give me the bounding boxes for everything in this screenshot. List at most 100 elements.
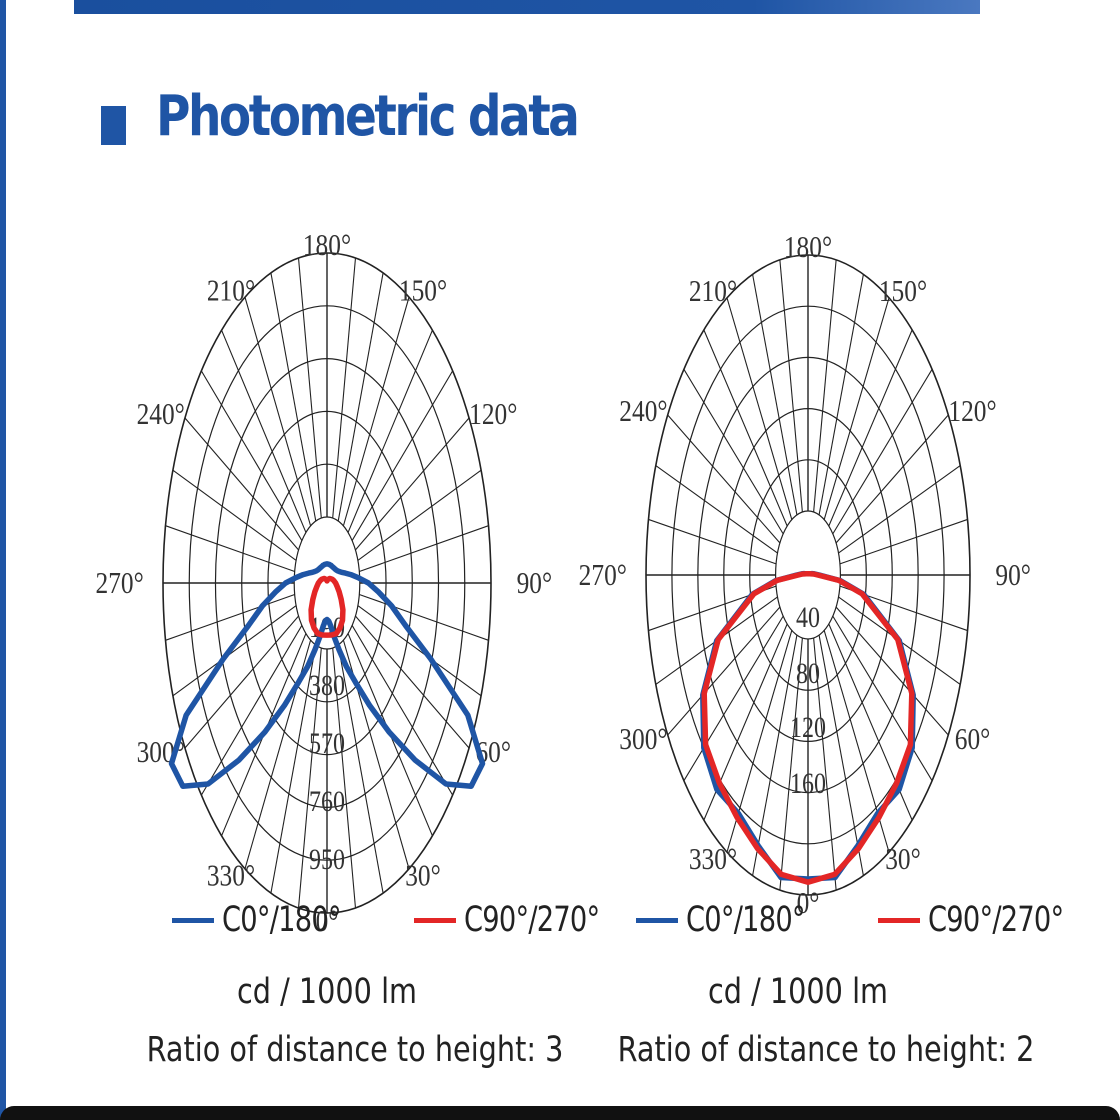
legend-label-c0: C0°/180° xyxy=(686,900,806,940)
angle-label: 330° xyxy=(689,843,737,877)
grid-spoke xyxy=(683,369,784,535)
ratio-label-1: Ratio of distance to height: 3 xyxy=(146,1030,564,1070)
radial-tick-label: 120 xyxy=(790,710,826,743)
legend-item-c0: C0°/180° xyxy=(172,900,374,940)
grid-spoke xyxy=(667,414,781,544)
grid-spoke xyxy=(342,297,410,526)
grid-spoke xyxy=(838,465,961,554)
grid-spoke xyxy=(823,297,890,520)
radial-tick-label: 950 xyxy=(309,842,345,875)
left-accent-bar xyxy=(0,0,6,1120)
grid-spoke xyxy=(835,606,949,736)
grid-spoke xyxy=(726,297,793,520)
angle-label: 300° xyxy=(619,723,667,757)
legend-item-c90: C90°/270° xyxy=(414,900,638,940)
legend-swatch-red xyxy=(414,917,457,923)
series-curve-c0-180 xyxy=(168,561,486,789)
grid-spoke xyxy=(359,593,489,641)
grid-spoke xyxy=(244,297,312,526)
unit-label-2: cd / 1000 lm xyxy=(707,972,889,1012)
grid-spoke xyxy=(683,615,784,781)
series-curve-c90-270 xyxy=(308,575,346,638)
polar-grid xyxy=(645,254,971,896)
radial-tick-label: 380 xyxy=(309,668,345,701)
angle-label: 330° xyxy=(207,859,255,893)
grid-spoke xyxy=(813,259,837,513)
angle-label: 240° xyxy=(137,398,185,432)
grid-spoke xyxy=(172,469,297,561)
grid-spoke xyxy=(165,593,295,641)
grid-spoke xyxy=(337,644,384,894)
radial-tick-label: 160 xyxy=(790,766,826,799)
angle-label: 90° xyxy=(517,567,553,601)
grid-spoke xyxy=(354,417,470,551)
legend-label-c90: C90°/270° xyxy=(464,900,600,940)
angle-label: 270° xyxy=(579,559,627,593)
grid-spoke xyxy=(200,625,303,796)
grid-spoke xyxy=(337,272,384,522)
angle-label: 120° xyxy=(469,398,517,432)
angle-label: 150° xyxy=(399,274,447,308)
grid-spoke xyxy=(828,329,913,527)
legend-item-c90: C90°/270° xyxy=(878,900,1102,940)
unit-label-1: cd / 1000 lm xyxy=(236,972,418,1012)
grid-spoke xyxy=(818,274,864,515)
grid-spoke xyxy=(818,635,864,876)
grid-spoke xyxy=(832,369,933,535)
grid-spoke xyxy=(351,370,454,541)
grid-spoke xyxy=(357,469,482,561)
page-title: Photometric data xyxy=(156,84,580,149)
grid-spoke xyxy=(347,329,433,533)
radial-tick-label: 570 xyxy=(309,726,345,759)
radial-tick-label: 40 xyxy=(796,600,820,633)
grid-spoke xyxy=(813,637,837,891)
grid-spoke xyxy=(184,417,300,551)
grid-spoke xyxy=(297,647,322,909)
grid-spoke xyxy=(779,637,803,891)
legend-2: C0°/180° C90°/270° xyxy=(636,898,1120,942)
legend-item-c0: C0°/180° xyxy=(636,900,838,940)
angle-label: 30° xyxy=(885,843,921,877)
legend-1: C0°/180° C90°/270° xyxy=(172,898,666,942)
grid-spoke xyxy=(165,525,295,573)
grid-spoke xyxy=(332,257,357,519)
series-curve-c90-270 xyxy=(701,571,915,885)
angle-label: 270° xyxy=(96,567,144,601)
grid-spoke xyxy=(172,605,297,697)
bottom-border xyxy=(0,1106,1120,1120)
legend-label-c90: C90°/270° xyxy=(928,900,1064,940)
angle-label: 60° xyxy=(955,723,991,757)
polar-chart-2: 180° 150° 120° 90° 60° 30° 0° 330° 300° 270° 240° 2… xyxy=(579,231,1031,921)
grid-spoke xyxy=(297,257,322,519)
grid-spoke xyxy=(667,606,781,736)
grid-spoke xyxy=(752,635,798,876)
legend-label-c0: C0°/180° xyxy=(222,900,342,940)
angle-label: 180° xyxy=(784,231,832,265)
grid-spoke xyxy=(752,274,798,515)
title-bullet-square xyxy=(101,106,126,145)
angle-label: 210° xyxy=(207,274,255,308)
angle-label: 240° xyxy=(619,395,667,429)
grid-spoke xyxy=(839,518,968,565)
legend-swatch-red xyxy=(878,917,921,923)
grid-spoke xyxy=(648,518,777,565)
grid-spoke xyxy=(832,615,933,781)
angle-label: 180° xyxy=(303,229,351,263)
angle-label: 0° xyxy=(316,905,339,939)
radial-tick-label: 760 xyxy=(309,784,345,817)
grid-spoke xyxy=(270,272,317,522)
angle-label: 90° xyxy=(995,559,1031,593)
grid-spoke xyxy=(703,329,788,527)
ratio-label-2: Ratio of distance to height: 2 xyxy=(617,1030,1035,1070)
angle-label: 30° xyxy=(405,859,441,893)
polar-chart-1: 180°150°120°90°60°30°0°330°300°270°240°2… xyxy=(96,229,553,939)
grid-spoke xyxy=(332,647,357,909)
angle-label: 120° xyxy=(948,395,996,429)
grid-spoke xyxy=(200,370,303,541)
grid-spoke xyxy=(351,625,454,796)
grid-spoke xyxy=(835,414,949,544)
grid-spoke xyxy=(270,644,317,894)
top-accent-bar xyxy=(74,0,980,14)
legend-swatch-blue xyxy=(636,917,678,923)
legend-swatch-blue xyxy=(172,917,214,923)
